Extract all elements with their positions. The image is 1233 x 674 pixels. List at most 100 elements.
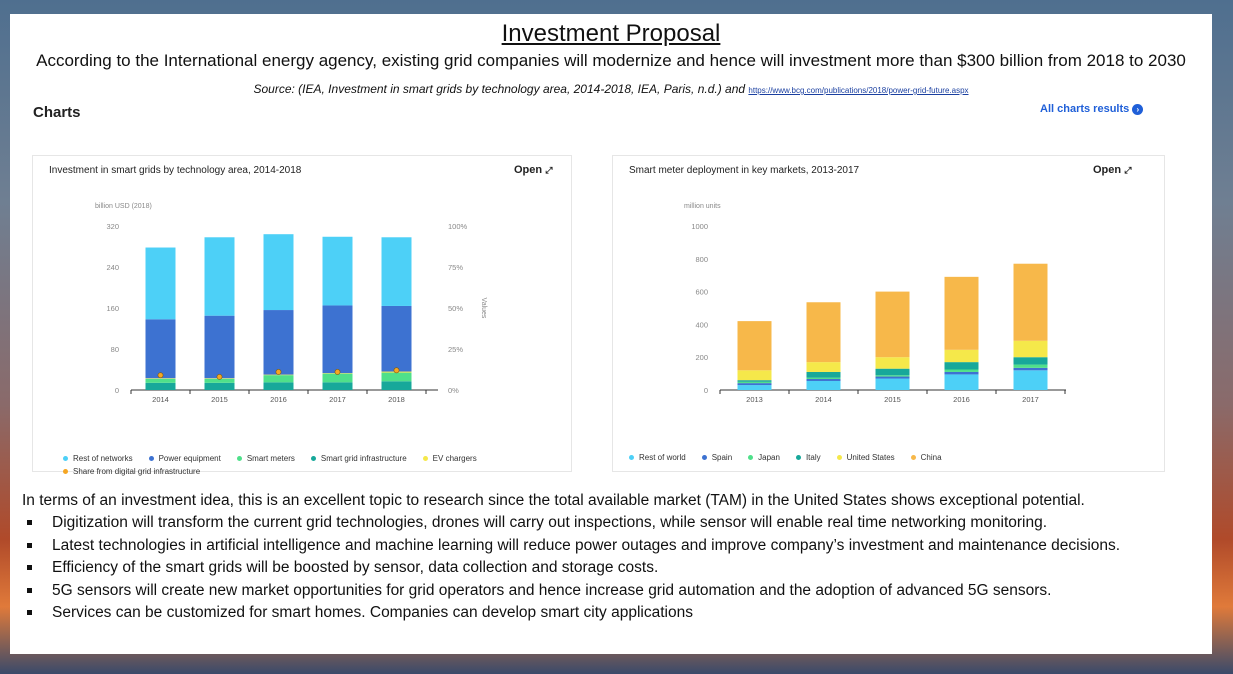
bullet-item: Efficiency of the smart grids will be bo… xyxy=(22,557,1212,580)
legend-swatch xyxy=(310,456,316,462)
bar-segment xyxy=(944,362,979,370)
arrow-circle-icon: › xyxy=(1132,103,1144,115)
unit-label: million units xyxy=(684,203,721,210)
page-subtitle: According to the International energy ag… xyxy=(36,51,1186,70)
bar-segment xyxy=(1013,367,1048,371)
bar-segment xyxy=(806,380,841,390)
bar-segment xyxy=(263,375,294,383)
bar-segment xyxy=(204,315,235,379)
y2-tick-label: 100% xyxy=(448,222,468,231)
bar-segment xyxy=(145,378,176,379)
bar-segment xyxy=(322,373,353,383)
legend-item[interactable]: Spain xyxy=(701,453,732,462)
chart-title: Investment in smart grids by technology … xyxy=(49,165,302,176)
legend-item[interactable]: Rest of networks xyxy=(63,452,133,465)
x-tick-label: 2014 xyxy=(152,395,169,404)
bar-segment xyxy=(875,375,910,377)
legend-item[interactable]: Smart grid infrastructure xyxy=(310,452,407,465)
bar-segment xyxy=(737,321,772,371)
legend-item[interactable]: United States xyxy=(836,453,895,462)
legend-label: Share from digital grid infrastructure xyxy=(73,467,201,476)
source-line: Source: (IEA, Investment in smart grids … xyxy=(10,82,1212,96)
legend-swatch xyxy=(910,455,916,461)
bar-segment xyxy=(806,302,841,363)
bar-segment xyxy=(737,370,772,381)
bar-segment xyxy=(381,305,412,372)
legend-label: Smart meters xyxy=(246,454,295,463)
bar-segment xyxy=(145,247,176,320)
all-charts-results-label: All charts results xyxy=(1040,103,1130,115)
y-tick-label: 0 xyxy=(704,386,708,395)
bar-segment xyxy=(381,237,412,306)
legend-label: Italy xyxy=(805,453,821,462)
legend-item[interactable]: Share from digital grid infrastructure xyxy=(63,465,200,478)
open-chart-button[interactable]: Open ⤢ xyxy=(1093,164,1131,176)
source-text: Source: (IEA, Investment in smart grids … xyxy=(253,82,749,96)
chart-panel-investment: billion USD (2018) 0 80 160 240 320 0% 25% 50% 75… xyxy=(32,155,572,476)
y-tick-label: 800 xyxy=(695,255,708,264)
share-marker xyxy=(157,372,164,379)
bar-segment xyxy=(381,381,412,390)
bar-segment xyxy=(263,374,294,376)
bar-segment xyxy=(944,371,979,375)
x-tick-label: 2018 xyxy=(388,395,405,404)
open-chart-button[interactable]: Open ⤢ xyxy=(514,164,552,176)
y-tick-label: 160 xyxy=(106,304,119,313)
legend-item[interactable]: Rest of world xyxy=(629,453,686,462)
chart-legend: Rest of world Spain Japan Italy United State… xyxy=(629,453,1149,462)
x-tick-label: 2015 xyxy=(211,395,228,404)
bar-segment xyxy=(263,310,294,375)
x-tick-label: 2017 xyxy=(329,395,346,404)
legend-swatch xyxy=(795,455,801,461)
x-tick-label: 2013 xyxy=(746,395,763,404)
bar-segment xyxy=(737,383,772,386)
bar-segment xyxy=(1013,357,1048,365)
source-link[interactable]: https://www.bcg.com/publications/2018/po… xyxy=(748,86,969,95)
x-tick-label: 2016 xyxy=(953,395,970,404)
legend-swatch xyxy=(422,456,428,462)
open-label: Open xyxy=(514,164,543,176)
share-marker xyxy=(275,369,282,375)
chart-smart-meter-deployment: million units 0 200 400 600 800 1000 2013 2014 20… xyxy=(684,203,1066,404)
legend-label: Rest of world xyxy=(639,453,686,462)
chart-title: Smart meter deployment in key markets, 2… xyxy=(629,165,860,176)
legend-label: United States xyxy=(846,453,895,462)
bar-segment xyxy=(322,382,353,390)
bar-segment xyxy=(806,379,841,381)
legend-item[interactable]: Smart meters xyxy=(236,452,295,465)
legend-swatch xyxy=(629,455,634,461)
all-charts-results-link[interactable]: All charts results › xyxy=(1040,103,1144,115)
body-text: In terms of an investment idea, this is … xyxy=(22,492,1212,625)
legend-item[interactable]: China xyxy=(910,453,942,462)
bar-segment xyxy=(806,362,841,372)
page-title: Investment Proposal xyxy=(501,20,721,47)
chart-legend: Rest of networks Power equipment Smart met… xyxy=(63,452,543,478)
slide: Investment Proposal According to the Int… xyxy=(10,14,1212,654)
bar-segment xyxy=(806,371,841,378)
y-tick-label: 600 xyxy=(695,288,708,297)
legend-item[interactable]: Japan xyxy=(748,453,780,462)
x-tick-label: 2015 xyxy=(884,395,901,404)
bar-segment xyxy=(204,237,235,316)
y-tick-label: 240 xyxy=(106,263,119,272)
legend-item[interactable]: Italy xyxy=(795,453,821,462)
bar-segment xyxy=(145,319,176,379)
bar-segment xyxy=(737,385,772,390)
bullet-item: Services can be customized for smart hom… xyxy=(22,602,1212,625)
y-tick-label: 1000 xyxy=(691,222,708,231)
bar-segment xyxy=(944,374,979,390)
bar-segment xyxy=(875,291,910,358)
bar-segment xyxy=(875,376,910,379)
legend-item[interactable]: Power equipment xyxy=(148,452,221,465)
bar-segment xyxy=(322,305,353,374)
bar-segment xyxy=(204,382,235,390)
legend-label: Power equipment xyxy=(158,454,221,463)
bar-segment xyxy=(204,378,235,383)
bar-segment xyxy=(944,276,979,350)
x-tick-label: 2016 xyxy=(270,395,287,404)
legend-swatch xyxy=(236,456,242,462)
y2-tick-label: 75% xyxy=(448,263,463,272)
y-tick-label: 0 xyxy=(115,386,119,395)
legend-item[interactable]: EV chargers xyxy=(422,452,477,465)
x-tick-label: 2017 xyxy=(1022,395,1039,404)
